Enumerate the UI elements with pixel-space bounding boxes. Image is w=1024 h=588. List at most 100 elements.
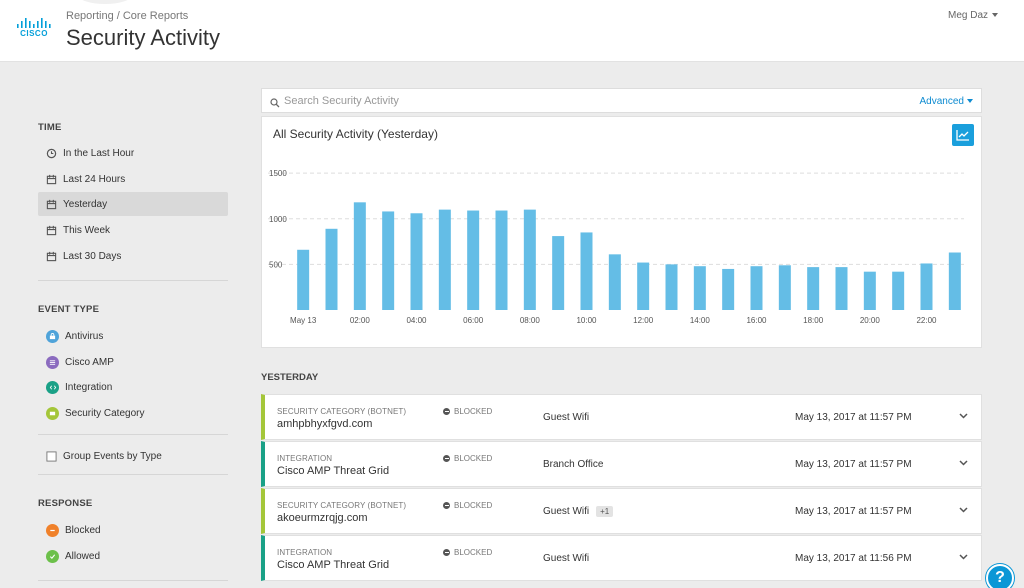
location-label: Branch Office — [543, 459, 604, 470]
bar[interactable] — [438, 209, 451, 310]
search-input[interactable] — [284, 92, 784, 110]
line-chart-icon — [956, 130, 969, 141]
bar[interactable] — [637, 262, 650, 310]
bar[interactable] — [523, 209, 536, 310]
y-tick-label: 1000 — [269, 215, 287, 224]
chevron-down-icon[interactable] — [958, 551, 969, 562]
event-name: Cisco AMP Threat Grid — [277, 559, 390, 571]
event-row[interactable]: INTEGRATION Cisco AMP Threat Grid BLOCKE… — [261, 441, 982, 487]
clock-icon — [46, 148, 57, 159]
cisco-bars-icon — [17, 18, 51, 28]
bar[interactable] — [580, 232, 593, 310]
event-type-antivirus[interactable]: Antivirus — [38, 324, 228, 348]
x-tick-label: 20:00 — [860, 316, 881, 325]
event-name: amhpbhyxfgvd.com — [277, 418, 373, 430]
bar[interactable] — [750, 266, 763, 310]
event-time: May 13, 2017 at 11:57 PM — [795, 506, 912, 517]
chevron-down-icon[interactable] — [958, 457, 969, 468]
bar[interactable] — [495, 210, 508, 310]
location-label: Guest Wifi — [543, 553, 590, 564]
breadcrumb[interactable]: Reporting / Core Reports — [66, 10, 189, 22]
search-bar: Advanced — [261, 88, 982, 113]
extra-count-badge[interactable]: +1 — [596, 506, 614, 517]
bar[interactable] — [410, 213, 423, 310]
blocked-icon — [443, 455, 450, 462]
bar[interactable] — [297, 249, 310, 310]
calendar-icon — [46, 251, 57, 262]
y-tick-label: 500 — [269, 260, 283, 269]
event-type-label: Cisco AMP — [65, 356, 114, 368]
event-status: BLOCKED — [443, 407, 492, 416]
location-label: Guest Wifi — [543, 506, 590, 517]
bar[interactable] — [722, 268, 735, 310]
group-events-checkbox[interactable]: Group Events by Type — [38, 444, 228, 468]
cisco-amp-icon — [46, 355, 59, 369]
x-tick-label: 18:00 — [803, 316, 824, 325]
divider — [38, 434, 228, 435]
logo-text: CISCO — [20, 29, 48, 38]
user-name: Meg Daz — [947, 10, 988, 21]
integration-icon — [46, 380, 59, 394]
bar[interactable] — [552, 236, 565, 310]
event-row[interactable]: INTEGRATION Cisco AMP Threat Grid BLOCKE… — [261, 535, 982, 581]
time-item-last-30-days[interactable]: Last 30 Days — [38, 244, 228, 268]
bar[interactable] — [920, 263, 933, 310]
bar[interactable] — [948, 252, 961, 310]
cisco-logo[interactable]: CISCO — [14, 17, 54, 41]
time-item-this-week[interactable]: This Week — [38, 218, 228, 242]
x-tick-label: 06:00 — [463, 316, 484, 325]
bar[interactable] — [835, 267, 848, 310]
event-category: INTEGRATION — [277, 454, 333, 463]
bar[interactable] — [608, 254, 621, 310]
group-events-label: Group Events by Type — [63, 450, 162, 462]
bar[interactable] — [382, 211, 395, 310]
event-name: Cisco AMP Threat Grid — [277, 465, 390, 477]
calendar-icon — [46, 225, 57, 236]
x-tick-label: May 13 — [290, 316, 317, 325]
response-blocked[interactable]: Blocked — [38, 518, 228, 542]
event-location: Guest Wifi — [543, 412, 589, 423]
time-item-label: Last 30 Days — [63, 250, 122, 262]
time-item-yesterday[interactable]: Yesterday — [38, 192, 228, 216]
event-row[interactable]: SECURITY CATEGORY (BOTNET) amhpbhyxfgvd.… — [261, 394, 982, 440]
bar[interactable] — [467, 210, 480, 310]
user-menu[interactable]: Meg Daz — [948, 10, 998, 21]
x-tick-label: 10:00 — [576, 316, 597, 325]
bar[interactable] — [807, 267, 820, 310]
event-time: May 13, 2017 at 11:56 PM — [795, 553, 912, 564]
help-button[interactable]: ? — [986, 564, 1014, 588]
advanced-dropdown[interactable]: Advanced — [920, 96, 973, 107]
search-icon — [270, 95, 280, 113]
event-category: SECURITY CATEGORY (BOTNET) — [277, 407, 407, 416]
bar[interactable] — [892, 271, 905, 310]
time-item-last-24-hours[interactable]: Last 24 Hours — [38, 167, 228, 191]
x-tick-label: 08:00 — [520, 316, 541, 325]
time-item-last-hour[interactable]: In the Last Hour — [38, 141, 228, 165]
bar[interactable] — [693, 266, 706, 310]
bar[interactable] — [778, 265, 791, 310]
event-row[interactable]: SECURITY CATEGORY (BOTNET) akoeurmzrqjg.… — [261, 488, 982, 534]
chart-type-button[interactable] — [952, 124, 974, 146]
calendar-icon — [46, 174, 57, 185]
event-type-label: Integration — [65, 381, 113, 393]
event-time: May 13, 2017 at 11:57 PM — [795, 459, 912, 470]
event-type-integration[interactable]: Integration — [38, 375, 228, 399]
time-heading: TIME — [38, 122, 62, 133]
bar[interactable] — [325, 228, 338, 310]
bar[interactable] — [863, 271, 876, 310]
bar[interactable] — [665, 264, 678, 310]
time-item-label: Last 24 Hours — [63, 173, 126, 185]
chevron-down-icon[interactable] — [958, 410, 969, 421]
event-location: Guest Wifi — [543, 553, 589, 564]
chevron-down-icon[interactable] — [958, 504, 969, 515]
bar-chart: 500 1000 1500 May 13 02:00 04:00 06:00 08:00 10:… — [268, 169, 964, 325]
blocked-icon — [443, 502, 450, 509]
divider — [38, 280, 228, 281]
response-allowed[interactable]: Allowed — [38, 544, 228, 568]
event-name: akoeurmzrqjg.com — [277, 512, 368, 524]
event-type-cisco-amp[interactable]: Cisco AMP — [38, 350, 228, 374]
bar[interactable] — [353, 202, 366, 310]
event-type-security-category[interactable]: Security Category — [38, 401, 228, 425]
event-type-label: Security Category — [65, 407, 145, 419]
divider — [38, 580, 228, 581]
